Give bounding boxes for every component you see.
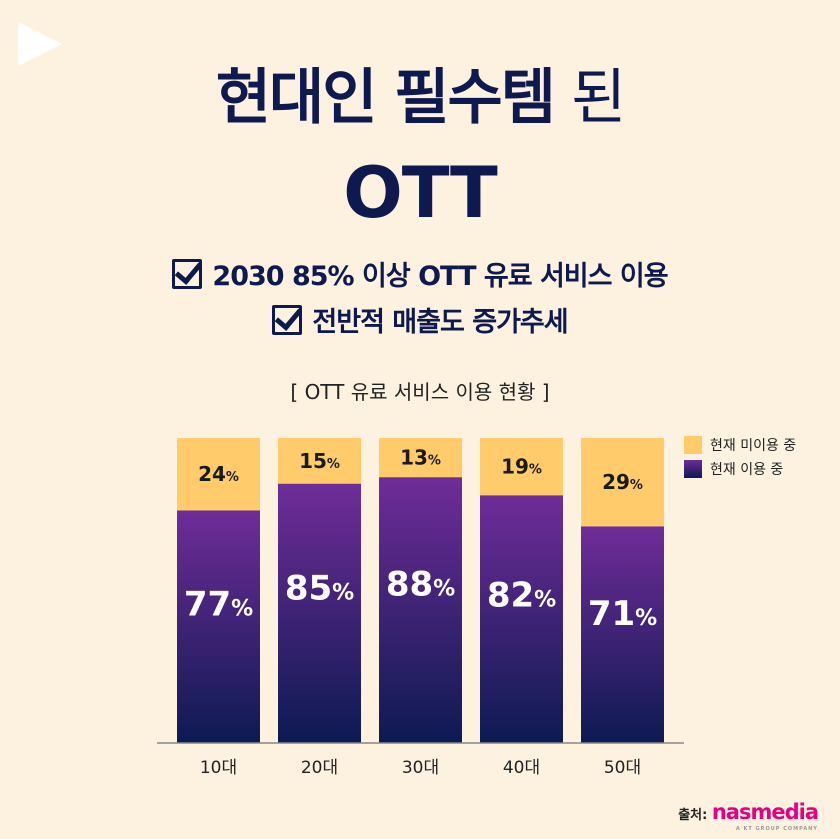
label-not-using-1: 24% (198, 462, 239, 486)
bar-not-using-3 (379, 438, 462, 478)
title-light: 된 (553, 63, 626, 133)
x-tick-label-5: 50대 (604, 758, 641, 778)
label-using-5: 71% (588, 594, 657, 634)
label-not-using-2: 15% (299, 449, 340, 473)
checkbox-icon (272, 305, 303, 335)
legend-swatch-not-using (684, 436, 702, 454)
label-not-using-5: 29% (602, 470, 643, 494)
bar-not-using-2 (278, 438, 361, 484)
bullet-1-text: 2030 85% 이상 OTT 유료 서비스 이용 (212, 261, 668, 292)
source-credit: 출처: nasmedia A KT GROUP COMPANY (678, 800, 819, 832)
bullet-1: 2030 85% 이상 OTT 유료 서비스 이용 (0, 259, 840, 295)
legend-label-using: 현재 이용 중 (710, 462, 784, 478)
label-not-using-3: 13% (400, 446, 441, 470)
label-using-3: 88% (386, 565, 455, 605)
label-not-using-4: 19% (501, 455, 542, 479)
legend: 현재 미이용 중 현재 이용 중 (684, 436, 796, 484)
x-tick-label-4: 40대 (503, 758, 540, 778)
bar-using-3 (379, 477, 462, 743)
page-title: 현대인 필수템 된 (0, 58, 840, 138)
page-title-line2: OTT (343, 152, 498, 234)
x-tick-label-3: 30대 (402, 758, 439, 778)
bar-not-using-5 (581, 438, 664, 527)
label-using-1: 77% (184, 584, 253, 624)
play-icon (18, 22, 62, 66)
title-bold: 현대인 필수템 (215, 63, 556, 133)
bar-not-using-1 (177, 438, 260, 511)
legend-label-not-using: 현재 미이용 중 (710, 438, 797, 454)
source-label: 출처: (678, 808, 708, 823)
brand-logo: nasmedia (711, 800, 819, 824)
label-using-2: 85% (285, 568, 354, 608)
bar-not-using-4 (480, 438, 563, 496)
bullet-2-text: 전반적 매출도 증가추세 (312, 307, 568, 338)
legend-item-not-using: 현재 미이용 중 (684, 436, 796, 460)
bar-using-2 (278, 483, 361, 743)
x-tick-label-1: 10대 (200, 758, 237, 778)
bar-using-5 (581, 526, 664, 743)
legend-item-using: 현재 이용 중 (684, 460, 796, 484)
bar-using-1 (177, 510, 260, 743)
bullet-2: 전반적 매출도 증가추세 (0, 305, 840, 341)
legend-swatch-using (684, 460, 702, 478)
x-tick-label-2: 20대 (301, 758, 338, 778)
chart-title: [ OTT 유료 서비스 이용 현황 ] (290, 380, 550, 404)
bar-using-4 (480, 495, 563, 743)
brand-tagline: A KT GROUP COMPANY (735, 826, 818, 832)
checkbox-icon (172, 259, 203, 289)
label-using-4: 82% (487, 575, 556, 615)
